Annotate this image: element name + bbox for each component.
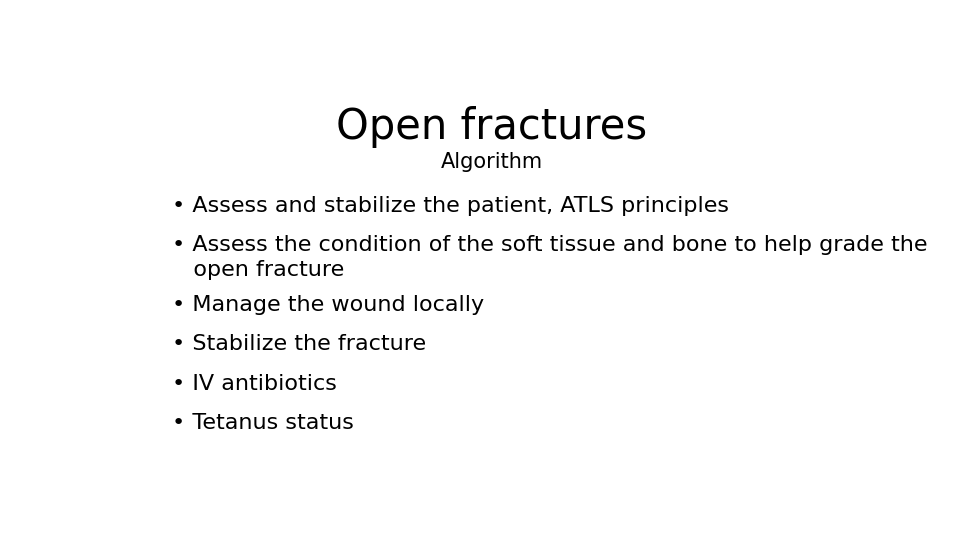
Text: • Stabilize the fracture: • Stabilize the fracture	[172, 334, 426, 354]
Text: Algorithm: Algorithm	[441, 152, 543, 172]
Text: • Manage the wound locally: • Manage the wound locally	[172, 295, 484, 315]
Text: • IV antibiotics: • IV antibiotics	[172, 374, 337, 394]
Text: • Assess and stabilize the patient, ATLS principles: • Assess and stabilize the patient, ATLS…	[172, 196, 729, 216]
Text: • Assess the condition of the soft tissue and bone to help grade the
   open fra: • Assess the condition of the soft tissu…	[172, 235, 927, 280]
Text: • Tetanus status: • Tetanus status	[172, 413, 354, 433]
Text: Open fractures: Open fractures	[336, 106, 648, 148]
